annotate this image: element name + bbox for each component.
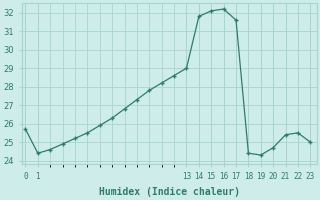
X-axis label: Humidex (Indice chaleur): Humidex (Indice chaleur) — [99, 186, 240, 197]
